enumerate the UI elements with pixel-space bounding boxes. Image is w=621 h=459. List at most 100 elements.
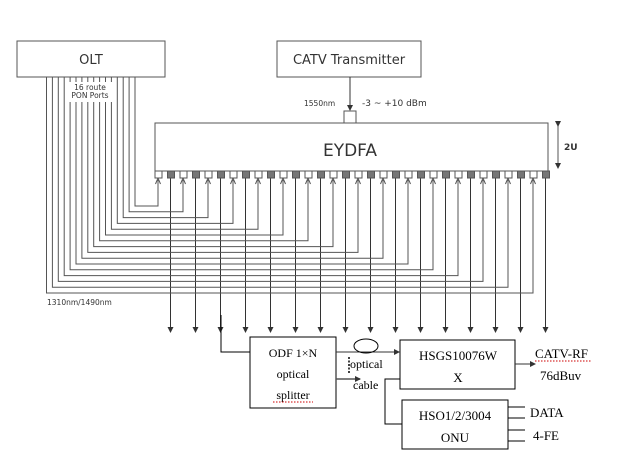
pon-return-wire xyxy=(81,77,384,259)
input-port xyxy=(479,170,488,179)
catv-transmitter-box xyxy=(276,40,422,78)
output-port xyxy=(217,170,225,179)
onu-output-lines xyxy=(508,406,525,442)
down-arrow-icon xyxy=(517,327,524,333)
input-port xyxy=(254,170,263,179)
down-arrow-icon xyxy=(442,327,449,333)
input-port xyxy=(229,170,238,179)
input-port xyxy=(154,170,163,179)
onu-line1: HSO1/2/3004 xyxy=(419,408,492,423)
pon-return-wire xyxy=(75,77,409,265)
odf-line2: optical xyxy=(277,367,310,381)
pon-return-wire xyxy=(57,77,484,282)
down-arrow-icon xyxy=(167,327,174,333)
down-arrow-icon xyxy=(192,327,199,333)
cable-label-line2: cable xyxy=(353,378,378,392)
down-arrow-icon xyxy=(267,327,274,333)
input-port xyxy=(304,170,313,179)
pon-label-line2: PON Ports xyxy=(71,91,108,100)
output-port xyxy=(417,170,425,179)
down-arrow-icon xyxy=(542,327,549,333)
data-output-label: DATA xyxy=(530,405,564,420)
output-port xyxy=(392,170,400,179)
catv-rf-label: CATV-RF xyxy=(535,346,588,361)
pon-return-wire xyxy=(116,77,234,224)
input-port xyxy=(379,170,388,179)
down-arrow-icon xyxy=(292,327,299,333)
output-port xyxy=(317,170,325,179)
olt-box xyxy=(16,40,166,78)
pon-return-wire xyxy=(93,77,334,248)
onu-line2: ONU xyxy=(441,430,470,445)
pon-return-wire xyxy=(87,77,359,253)
pon-wires xyxy=(46,77,549,333)
return-wavelength: 1310nm/1490nm xyxy=(47,298,112,307)
down-arrow-icon xyxy=(317,327,324,333)
hsgs-line1: HSGS10076W xyxy=(419,348,498,363)
pon-return-wire xyxy=(110,77,259,230)
output-port xyxy=(167,170,175,179)
down-arrow-icon xyxy=(492,327,499,333)
output-port xyxy=(267,170,275,179)
cable-coil xyxy=(353,338,379,354)
return-label-bg xyxy=(45,296,125,306)
down-arrow-icon xyxy=(242,327,249,333)
input-port xyxy=(279,170,288,179)
output-port xyxy=(467,170,475,179)
output-port xyxy=(542,170,550,179)
down-arrow-icon xyxy=(392,327,399,333)
eydfa-label: EYDFA xyxy=(323,141,377,161)
input-port xyxy=(529,170,538,179)
pon-return-wire xyxy=(63,77,459,277)
power-in: -3 ~ +10 dBm xyxy=(362,99,427,109)
pon-return-wire xyxy=(46,77,534,294)
down-arrow-icon xyxy=(342,327,349,333)
eydfa-input-port xyxy=(343,110,357,124)
hsgs-box xyxy=(399,339,516,390)
output-port xyxy=(242,170,250,179)
input-port xyxy=(504,170,513,179)
odf-line1: ODF 1×N xyxy=(269,346,318,360)
input-port xyxy=(429,170,438,179)
input-port xyxy=(354,170,363,179)
height-label: 2U xyxy=(564,143,578,153)
olt-label: OLT xyxy=(79,53,103,68)
pon-return-wire xyxy=(51,77,509,288)
down-arrow-icon xyxy=(417,327,424,333)
odf-feed-line xyxy=(220,315,250,353)
input-port xyxy=(329,170,338,179)
down-arrow-icon xyxy=(367,327,374,333)
pon-return-wire xyxy=(122,77,209,219)
input-port xyxy=(454,170,463,179)
pon-return-wire xyxy=(99,77,309,242)
output-port xyxy=(292,170,300,179)
wavelength-in: 1550nm xyxy=(304,99,335,108)
pon-label-line1: 16 route xyxy=(74,83,106,92)
odf-line3: splitter xyxy=(276,388,309,402)
catv-transmitter-label: CATV Transmitter xyxy=(293,53,406,68)
output-port xyxy=(517,170,525,179)
hsgs-onu-link xyxy=(384,378,402,425)
eydfa-box xyxy=(154,122,549,172)
down-arrow-icon xyxy=(467,327,474,333)
onu-box xyxy=(401,399,509,450)
input-port xyxy=(404,170,413,179)
output-port xyxy=(342,170,350,179)
output-port xyxy=(367,170,375,179)
output-port xyxy=(492,170,500,179)
catv-rf-level: 76dBuv xyxy=(540,368,582,383)
hsgs-line2: X xyxy=(453,370,463,385)
cable-label-line1: optical xyxy=(350,357,383,371)
input-port xyxy=(204,170,213,179)
output-port xyxy=(442,170,450,179)
odf-splitter-box xyxy=(249,336,337,409)
output-port xyxy=(192,170,200,179)
pon-label-bg xyxy=(66,82,114,102)
eydfa-ports xyxy=(154,170,550,179)
input-port xyxy=(179,170,188,179)
pon-return-wire xyxy=(69,77,434,271)
pon-return-wire xyxy=(128,77,184,213)
pon-return-wire xyxy=(105,77,284,236)
fe-output-label: 4-FE xyxy=(533,428,559,443)
